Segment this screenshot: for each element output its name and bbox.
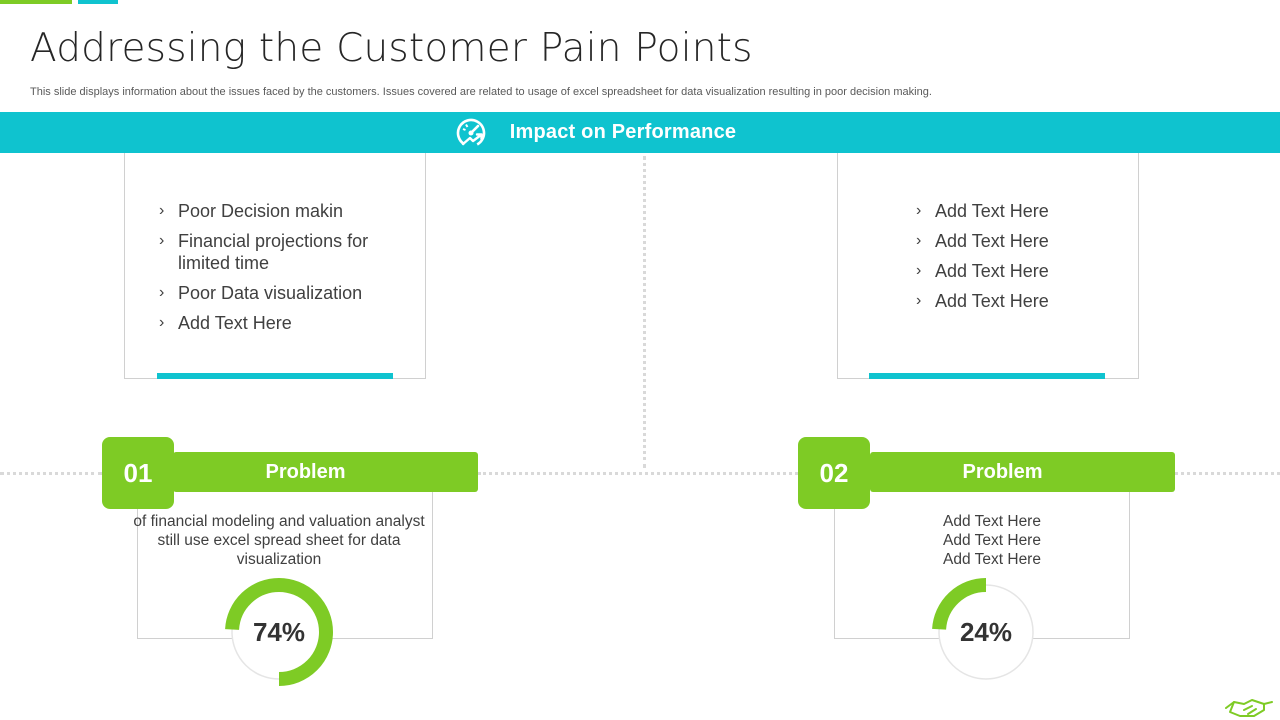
problem-description-line: Add Text Here: [943, 513, 1041, 530]
speedometer-icon: [456, 118, 486, 147]
list-item: › Financial projections for limited time: [159, 230, 409, 274]
donut-chart-1: [225, 578, 333, 686]
number-badge-2: 02: [798, 437, 870, 509]
donut-chart-2: [932, 578, 1040, 686]
problem-description-2: Add Text Here Add Text Here Add Text Her…: [844, 512, 1140, 569]
impact-list-left: › Poor Decision makin › Financial projecti…: [159, 200, 409, 342]
donut-percent-label: 24%: [959, 616, 1013, 647]
vertical-divider: [643, 156, 646, 468]
donut-value-arc: [225, 578, 333, 686]
impact-underline: [869, 373, 1105, 379]
list-item: › Add Text Here: [159, 312, 409, 334]
chevron-right-icon: ›: [159, 202, 165, 219]
impact-list-right: › Add Text Here › Add Text Here › Add Text …: [916, 200, 1116, 320]
list-item-text: Add Text Here: [178, 313, 292, 333]
list-item: › Add Text Here: [916, 260, 1116, 282]
horizontal-divider: [1175, 472, 1280, 475]
chevron-right-icon: ›: [916, 232, 922, 249]
slide-subtitle: This slide displays information about th…: [30, 86, 932, 98]
chevron-right-icon: ›: [916, 292, 922, 309]
horizontal-divider: [478, 472, 798, 475]
list-item-text: Financial projections for limited time: [178, 231, 369, 273]
list-item-text: Add Text Here: [935, 231, 1049, 251]
donut-percent-label: 74%: [252, 616, 306, 647]
problem-description-line: Add Text Here: [943, 532, 1041, 549]
list-item: › Poor Data visualization: [159, 282, 409, 304]
list-item-text: Add Text Here: [935, 201, 1049, 221]
list-item-text: Add Text Here: [935, 291, 1049, 311]
list-item: › Add Text Here: [916, 290, 1116, 312]
chevron-right-icon: ›: [916, 262, 922, 279]
list-item: › Poor Decision makin: [159, 200, 409, 222]
list-item-text: Poor Decision makin: [178, 201, 344, 221]
slide-title: Addressing the Customer Pain Points: [30, 26, 753, 71]
chevron-right-icon: ›: [159, 314, 165, 331]
list-item-text: Poor Data visualization: [178, 283, 363, 303]
banner-title: Impact on Performance: [509, 121, 737, 143]
chevron-right-icon: ›: [159, 284, 165, 301]
impact-underline: [157, 373, 393, 379]
accent-bar-cyan: [78, 0, 118, 4]
horizontal-divider: [0, 472, 102, 475]
handshake-icon: [1225, 699, 1273, 717]
impact-banner: Impact on Performance: [0, 112, 1280, 153]
problem-header-1: Problem: [173, 452, 478, 492]
impact-box-left: › Poor Decision makin › Financial projecti…: [124, 153, 426, 379]
problem-description-1: of financial modeling and valuation anal…: [133, 513, 425, 568]
accent-bar-green: [0, 0, 72, 4]
impact-box-right: › Add Text Here › Add Text Here › Add Text …: [837, 153, 1139, 379]
number-badge-1: 01: [102, 437, 174, 509]
problem-label: Problem: [962, 460, 1043, 483]
problem-label: Problem: [265, 460, 346, 483]
chevron-right-icon: ›: [916, 202, 922, 219]
chevron-right-icon: ›: [159, 232, 165, 249]
problem-description-line: Add Text Here: [943, 551, 1041, 568]
problem-header-2: Problem: [870, 452, 1175, 492]
list-item: › Add Text Here: [916, 200, 1116, 222]
donut-value-arc: [932, 578, 1040, 686]
list-item-text: Add Text Here: [935, 261, 1049, 281]
list-item: › Add Text Here: [916, 230, 1116, 252]
